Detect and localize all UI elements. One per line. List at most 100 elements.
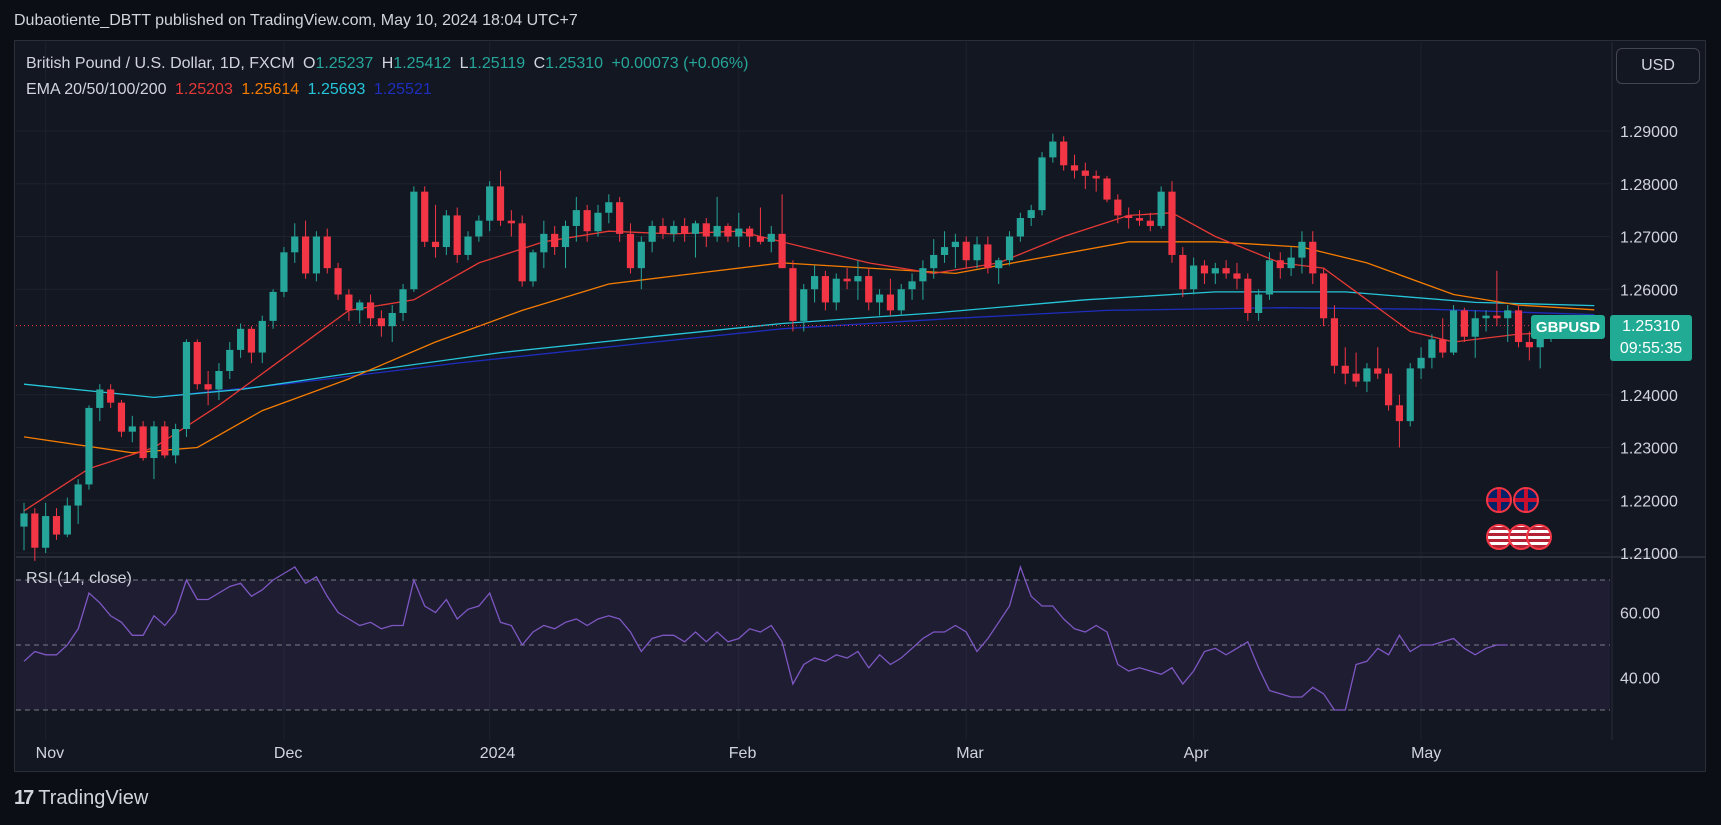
footer-brand[interactable]: TradingView <box>38 787 149 809</box>
chart-frame <box>14 40 1706 772</box>
candle-body <box>1428 339 1436 358</box>
candle-body <box>1135 218 1144 221</box>
symbol-badge: GBPUSD <box>1531 315 1605 339</box>
ema-legend[interactable]: EMA 20/50/100/200 1.25203 1.25614 1.2569… <box>26 81 436 99</box>
ema200-line <box>153 307 1595 399</box>
candle <box>366 294 375 327</box>
candle-body <box>616 202 624 234</box>
candle <box>518 215 526 287</box>
candle <box>616 196 624 242</box>
candle <box>875 289 884 316</box>
candle <box>1514 305 1523 348</box>
candle <box>63 497 71 538</box>
candle-body <box>1384 373 1393 406</box>
candle <box>1341 347 1349 385</box>
candle-body <box>1255 294 1263 313</box>
candle-body <box>1514 310 1523 342</box>
candle <box>746 225 754 248</box>
candle <box>735 212 743 248</box>
candle-body <box>995 260 1003 269</box>
candle <box>1352 352 1360 387</box>
candle-body <box>637 241 645 269</box>
candle-body <box>951 241 959 248</box>
candle <box>995 257 1003 284</box>
candle-body <box>1417 357 1425 369</box>
open-label: O <box>302 55 316 72</box>
us-flag-icon[interactable] <box>1526 524 1552 550</box>
candle <box>540 220 548 269</box>
candle-body <box>919 268 927 282</box>
candle <box>312 231 321 282</box>
tradingview-logo-icon[interactable]: 17 <box>14 787 34 809</box>
candle <box>973 236 981 269</box>
candle <box>1016 212 1024 242</box>
candle-body <box>421 191 429 242</box>
candle-body <box>226 349 234 372</box>
candle <box>1146 212 1154 232</box>
candle-body <box>486 186 494 221</box>
candle <box>356 299 364 324</box>
candle-body <box>1190 265 1198 290</box>
us-flag-icon[interactable] <box>1486 524 1512 550</box>
candle <box>20 502 28 551</box>
candle-body <box>1287 257 1295 269</box>
candle <box>1384 368 1393 411</box>
candle-body <box>973 244 981 261</box>
candle <box>984 236 992 274</box>
candle <box>107 384 115 408</box>
candle-body <box>843 278 851 282</box>
candle <box>1428 334 1436 369</box>
open-value: 1.25237 <box>315 55 374 72</box>
candle <box>832 273 840 311</box>
candle <box>226 342 234 379</box>
candle-body <box>388 312 396 327</box>
currency-button[interactable]: USD <box>1616 48 1700 84</box>
candle-body <box>507 220 515 224</box>
candle-body <box>377 318 385 327</box>
price-tick-label: 1.29000 <box>1620 124 1678 141</box>
candle <box>1320 268 1328 327</box>
candle-body <box>767 233 775 242</box>
close-value: 1.25310 <box>545 55 604 72</box>
candle <box>1525 331 1533 361</box>
candle-body <box>702 223 710 237</box>
candle-body <box>1460 310 1468 337</box>
low-label: L <box>459 55 469 72</box>
candle-body <box>670 225 678 234</box>
candle <box>551 225 559 255</box>
candle-body <box>172 429 180 456</box>
uk-flag-icon[interactable] <box>1513 487 1539 513</box>
candle <box>1471 310 1479 358</box>
ema50-line <box>23 241 1595 454</box>
time-tick-label: Apr <box>1184 745 1210 762</box>
candle <box>940 231 949 263</box>
candle <box>1049 133 1057 163</box>
high-value: 1.25412 <box>393 55 452 72</box>
candle-body <box>1070 165 1079 171</box>
candle <box>778 194 786 269</box>
time-tick-label: Nov <box>36 745 64 762</box>
candle <box>117 400 126 437</box>
uk-flag-icon[interactable] <box>1486 487 1512 513</box>
candle-body <box>1005 236 1014 261</box>
candle-body <box>117 402 126 432</box>
candle-body <box>854 276 862 282</box>
publisher-header: Dubaotiente_DBTT published on TradingVie… <box>14 12 578 29</box>
candle <box>800 283 808 332</box>
candle <box>1200 260 1209 284</box>
candle <box>1265 252 1274 300</box>
candle-body <box>865 276 873 303</box>
candle-body <box>301 236 310 274</box>
rsi-legend[interactable]: RSI (14, close) <box>26 570 132 587</box>
candle <box>1233 262 1241 290</box>
candle-body <box>410 191 418 290</box>
candle <box>334 262 342 300</box>
high-label: H <box>381 55 394 72</box>
candle-body <box>1395 405 1404 422</box>
candle-body <box>182 342 191 430</box>
price-tick-label: 1.28000 <box>1620 177 1678 194</box>
time-tick-label: May <box>1411 745 1441 762</box>
candle-body <box>940 247 949 255</box>
candle <box>659 218 667 240</box>
